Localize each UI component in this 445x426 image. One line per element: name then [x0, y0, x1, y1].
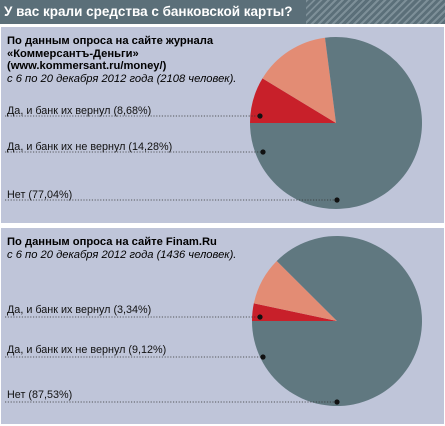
category-label-no-2: Нет (87,53%) [7, 389, 72, 401]
category-label-returned-2: Да, и банк их вернул (3,34%) [7, 304, 151, 316]
pie-slice-returned-2 [252, 303, 337, 321]
pie-slice-no-2 [252, 235, 423, 406]
pie-slice-not-returned-1 [262, 37, 336, 123]
source-note-1: По данным опроса на сайте журнала «Комме… [7, 35, 257, 85]
leader-dot-returned-1 [257, 113, 263, 119]
category-label-no-1: Нет (77,04%) [7, 189, 72, 201]
source-title-1: По данным опроса на сайте журнала «Комме… [7, 35, 214, 73]
leader-dot-returned-2 [257, 314, 263, 320]
chart-panel-2: Да, и банк их вернул (3,34%) Да, и банк и… [1, 228, 444, 424]
category-label-not-returned-1: Да, и банк их не вернул (14,28%) [7, 141, 172, 153]
category-label-returned-1: Да, и банк их вернул (8,68%) [7, 105, 151, 117]
header-bar: У вас крали средства с банковской карты? [0, 0, 445, 24]
leader-dot-not-returned-2 [260, 354, 266, 360]
chart-panel-1: Да, и банк их вернул (8,68%) Да, и банк и… [1, 27, 444, 223]
leader-dot-no-2 [334, 399, 340, 405]
leader-dot-not-returned-1 [260, 149, 266, 155]
source-title-2: По данным опроса на сайте Finam.Ru [7, 236, 217, 248]
category-label-not-returned-2: Да, и банк их не вернул (9,12%) [7, 344, 166, 356]
source-period-2: с 6 по 20 декабря 2012 года (1436 челове… [7, 248, 237, 261]
pie-chart-2: Да, и банк их вернул (3,34%) Да, и банк и… [5, 235, 423, 406]
pie-slice-no-1 [250, 37, 422, 210]
source-note-2: По данным опроса на сайте Finam.Ru с 6 п… [7, 236, 257, 261]
source-period-1: с 6 по 20 декабря 2012 года (2108 челове… [7, 72, 237, 85]
pie-slice-returned-1 [250, 78, 336, 123]
pie-chart-1: Да, и банк их вернул (8,68%) Да, и банк и… [5, 37, 422, 210]
leader-dot-no-1 [334, 197, 340, 203]
page-title: У вас крали средства с банковской карты? [4, 0, 301, 24]
pie-slice-not-returned-2 [253, 261, 337, 321]
header-hatch-decoration [306, 0, 445, 24]
